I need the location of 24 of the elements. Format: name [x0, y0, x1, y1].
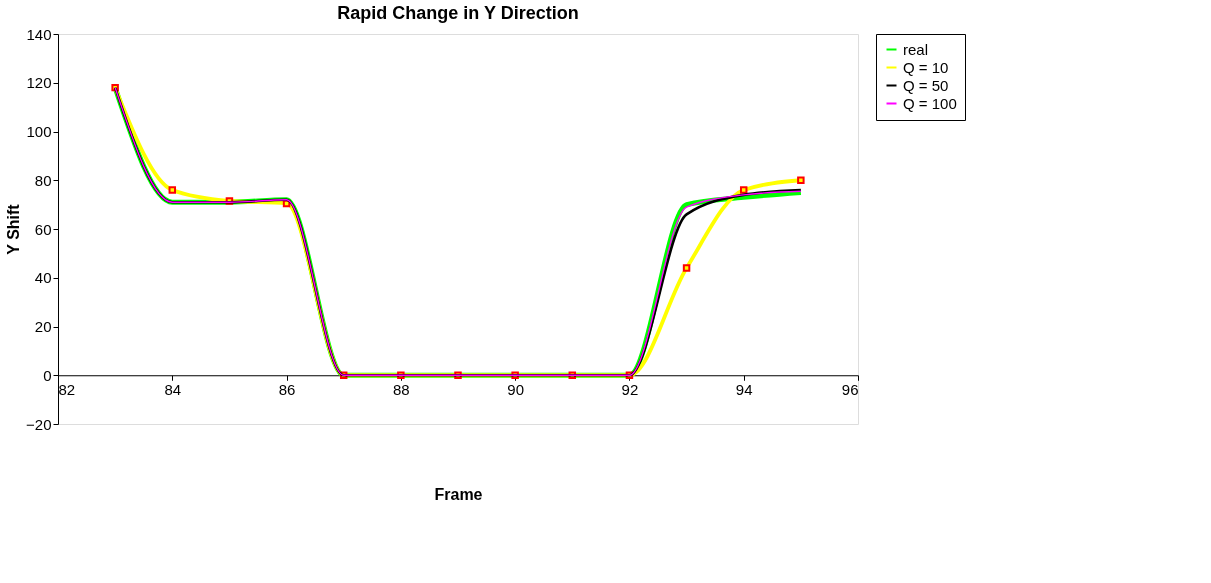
x-tick-label: 82 [58, 380, 76, 398]
x-tick-label: 84 [164, 380, 182, 398]
x-tick-label: 88 [393, 380, 410, 398]
y-tick-label: 0 [43, 366, 52, 384]
y-tick-label: 60 [34, 220, 52, 238]
legend-label: Q = 10 [903, 58, 949, 76]
y-axis-title: Y Shift [5, 203, 23, 255]
legend-label: real [903, 40, 929, 58]
x-tick-label: 94 [735, 380, 753, 398]
x-tick-label: 92 [621, 380, 639, 398]
chart-title: Rapid Change in Y Direction [337, 3, 579, 23]
x-tick-label: 96 [841, 380, 859, 398]
x-axis-title: Frame [434, 485, 483, 503]
y-tick-label: 80 [34, 171, 52, 189]
y-tick-label: −20 [26, 415, 52, 433]
y-tick-label: 40 [34, 269, 52, 287]
legend-label: Q = 50 [903, 76, 949, 94]
y-tick-label: 120 [26, 74, 52, 92]
x-tick-label: 86 [278, 380, 296, 398]
legend-label: Q = 100 [903, 94, 957, 112]
y-tick-label: 100 [26, 123, 52, 140]
y-tick-label: 140 [26, 25, 52, 43]
y-tick-label: 20 [34, 318, 52, 335]
x-tick-label: 90 [507, 380, 524, 398]
